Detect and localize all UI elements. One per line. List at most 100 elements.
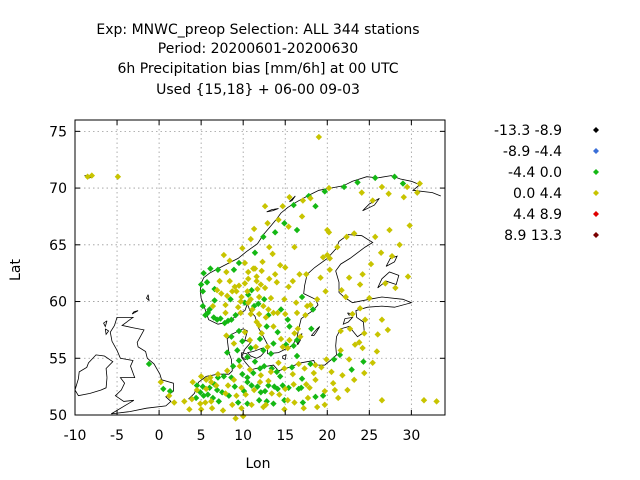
data-point <box>351 341 359 348</box>
data-point <box>321 401 328 408</box>
data-point <box>252 343 259 351</box>
data-point <box>275 216 282 224</box>
data-point <box>359 271 366 278</box>
data-point <box>228 316 235 323</box>
data-points <box>84 133 440 422</box>
data-point <box>251 265 259 272</box>
data-point <box>338 286 345 294</box>
data-point <box>197 400 204 407</box>
data-point <box>346 325 354 332</box>
data-point <box>261 296 268 303</box>
y-axis-label: Lat <box>8 259 24 281</box>
data-point <box>260 347 267 354</box>
data-point <box>229 363 237 370</box>
data-point <box>271 229 279 236</box>
coastline <box>266 208 279 213</box>
data-point <box>222 390 229 397</box>
data-point <box>224 349 231 356</box>
data-point <box>251 358 259 365</box>
data-point <box>286 323 293 330</box>
data-point <box>361 316 369 323</box>
data-point <box>228 374 235 381</box>
data-point <box>247 344 254 352</box>
title-line-4: Used {15,18} + 06-00 09-03 <box>156 82 360 98</box>
data-point <box>268 390 275 397</box>
data-point <box>303 302 311 310</box>
data-point <box>214 266 222 273</box>
data-point <box>372 233 379 241</box>
data-point <box>414 189 421 196</box>
data-point <box>328 368 335 376</box>
data-point <box>290 342 297 349</box>
data-point <box>250 386 258 394</box>
data-point <box>266 243 273 251</box>
data-point <box>88 172 96 179</box>
data-point <box>350 376 358 384</box>
coastline <box>74 354 114 397</box>
data-point <box>250 225 258 233</box>
data-point <box>281 220 288 227</box>
data-point <box>276 373 284 380</box>
data-point <box>254 383 261 390</box>
title-line-2: Period: 20200601-20200630 <box>158 41 358 57</box>
data-point <box>210 314 217 321</box>
data-point <box>260 302 267 310</box>
x-tick-label: 20 <box>318 428 336 444</box>
data-point <box>361 330 368 337</box>
data-point <box>239 245 246 252</box>
data-point <box>282 264 289 271</box>
data-point <box>274 309 281 317</box>
data-point <box>214 370 222 378</box>
data-point <box>404 273 412 280</box>
data-point <box>406 222 413 229</box>
data-point <box>335 394 342 402</box>
data-point <box>238 293 245 301</box>
data-point <box>359 344 366 352</box>
coastline <box>247 347 266 359</box>
y-tick-label: 75 <box>49 124 67 140</box>
data-point <box>315 133 323 141</box>
data-point <box>200 269 207 277</box>
data-point <box>334 243 341 251</box>
data-point <box>253 273 260 280</box>
data-point <box>324 226 331 234</box>
data-point <box>223 332 230 339</box>
data-point <box>269 250 276 258</box>
data-point <box>386 226 393 234</box>
x-tick-label: 5 <box>197 428 206 444</box>
data-point <box>281 296 288 303</box>
data-point <box>261 203 269 210</box>
data-point <box>322 288 329 295</box>
coastline <box>362 197 380 212</box>
legend-label: -8.9 -4.4 <box>503 144 562 160</box>
data-point <box>145 360 153 368</box>
data-point <box>295 360 302 368</box>
data-point <box>234 347 241 354</box>
data-point <box>270 309 277 317</box>
data-point <box>298 375 306 382</box>
data-point <box>211 297 218 304</box>
data-point <box>226 277 233 285</box>
data-point <box>226 257 233 264</box>
data-point <box>213 286 221 294</box>
data-point <box>274 328 281 336</box>
data-point <box>224 367 231 374</box>
data-point <box>247 310 254 318</box>
data-point <box>378 397 386 404</box>
data-point <box>233 392 240 399</box>
data-point <box>273 279 281 286</box>
data-point <box>298 213 306 220</box>
data-point <box>312 376 319 384</box>
data-point <box>266 275 273 283</box>
data-point <box>255 397 263 404</box>
legend: -13.3 -8.9 -8.9 -4.4 -4.4 0.0 0.0 4.4 4.4 8.… <box>494 123 599 244</box>
data-point <box>271 271 279 278</box>
data-point <box>200 392 207 399</box>
data-point <box>290 201 297 209</box>
data-point <box>312 361 319 369</box>
coastline <box>104 328 110 336</box>
data-point <box>220 373 228 380</box>
data-point <box>281 406 288 413</box>
legend-label: 8.9 13.3 <box>504 228 562 244</box>
